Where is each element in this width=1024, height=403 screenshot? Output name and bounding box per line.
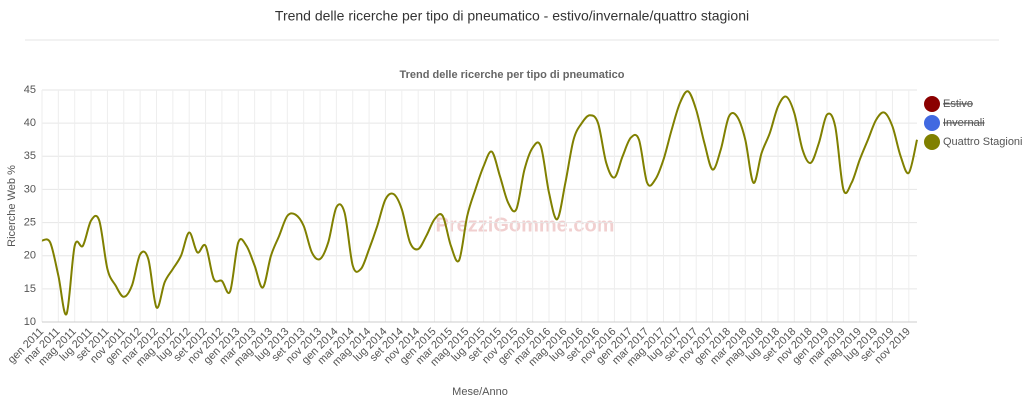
legend-label[interactable]: Estivo (943, 98, 973, 110)
y-tick-label: 25 (24, 216, 36, 228)
y-tick-label: 10 (24, 316, 36, 328)
watermark: PrezziGomme.com (436, 214, 615, 236)
page-title: Trend delle ricerche per tipo di pneumat… (275, 8, 749, 24)
legend-label[interactable]: Quattro Stagioni (943, 136, 1023, 148)
x-axis-label: Mese/Anno (452, 386, 508, 398)
y-tick-label: 20 (24, 250, 36, 262)
chart-title: Trend delle ricerche per tipo di pneumat… (400, 69, 625, 81)
y-axis-label: Ricerche Web % (6, 165, 18, 247)
legend-marker (924, 134, 940, 150)
legend-marker (924, 115, 940, 131)
y-tick-label: 40 (24, 117, 36, 129)
line (41, 90, 918, 316)
legend-marker (924, 96, 940, 112)
y-tick-label: 35 (24, 150, 36, 162)
y-tick-label: 45 (24, 84, 36, 96)
y-tick-label: 15 (24, 283, 36, 295)
legend-label[interactable]: Invernali (943, 117, 985, 129)
y-tick-label: 30 (24, 183, 36, 195)
